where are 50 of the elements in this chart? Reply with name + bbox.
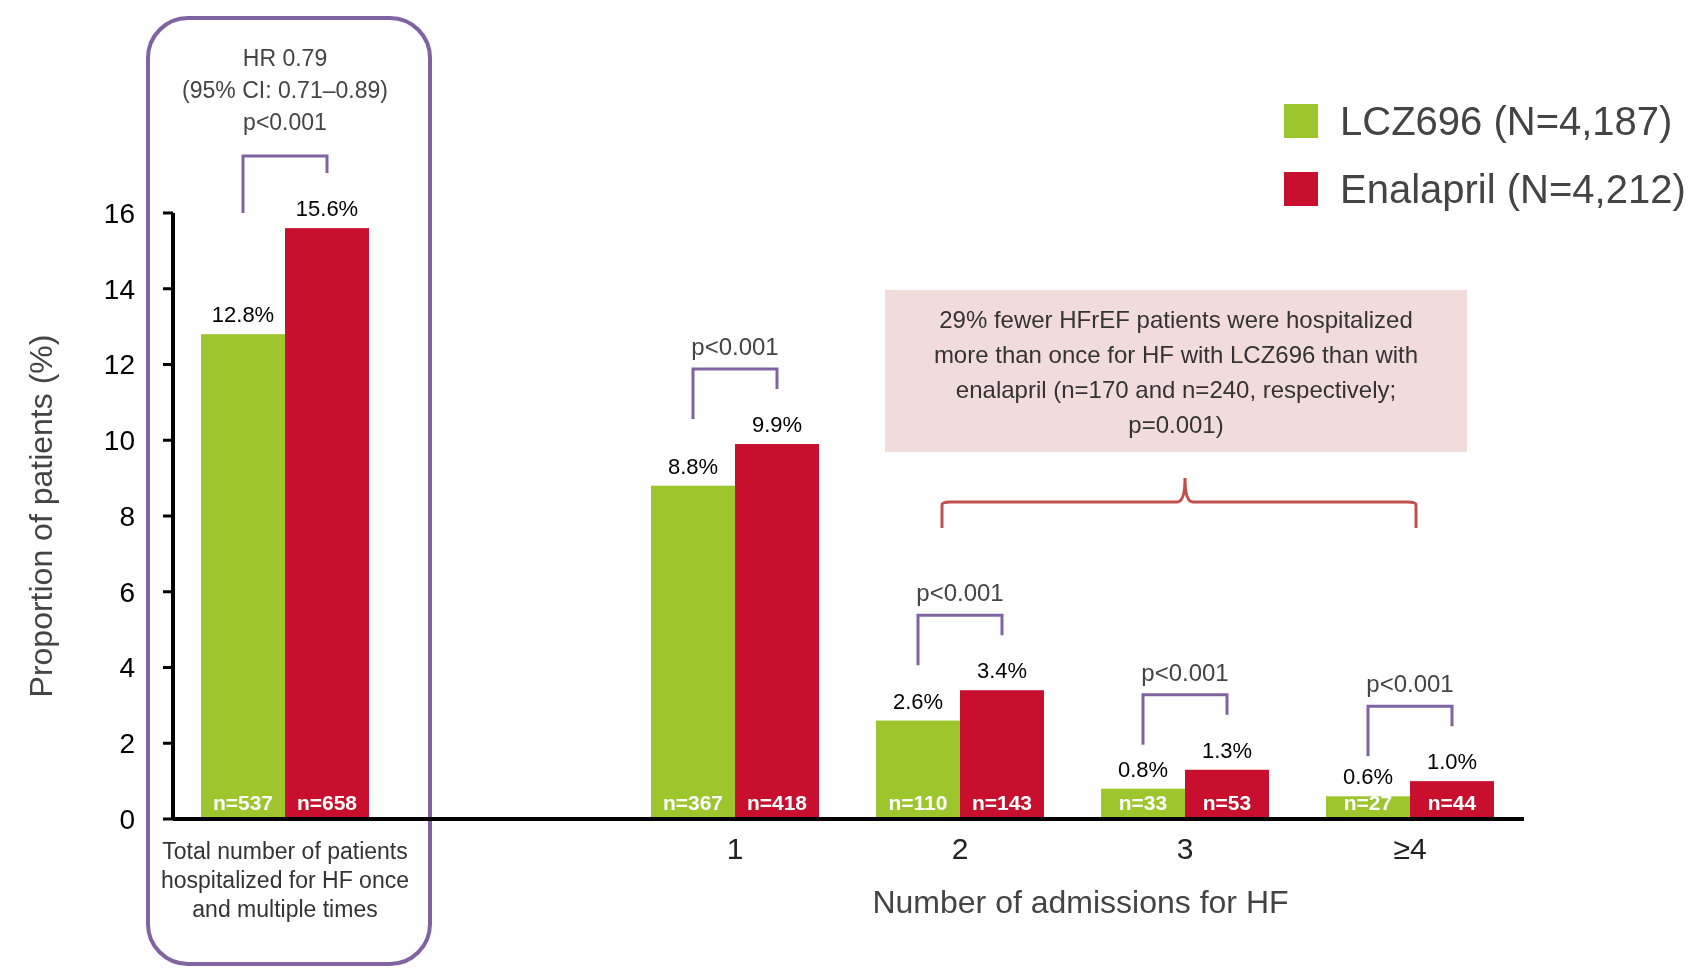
annotation: n=537 — [212, 791, 274, 814]
data-label: 15.6% — [295, 196, 359, 222]
bar — [285, 228, 369, 819]
annotation: n=143 — [971, 791, 1033, 814]
bar — [651, 485, 735, 819]
y-tick-label: 12 — [103, 349, 135, 381]
bar — [876, 720, 960, 819]
data-label: 1.3% — [1201, 737, 1253, 763]
x-axis-title: Number of admissions for HF — [872, 884, 1289, 920]
data-label: 8.8% — [667, 453, 719, 479]
text: HR 0.79 (95% CI: 0.71–0.89) p<0.001 — [182, 45, 388, 135]
data-label: 0.6% — [1342, 764, 1394, 790]
y-tick-label: 10 — [103, 425, 135, 457]
x-tick-label: 2 — [951, 832, 969, 865]
annotation: n=110 — [888, 791, 948, 814]
annotation: n=53 — [1202, 791, 1252, 814]
y-axis-title: Proportion of patients (%) — [23, 334, 59, 698]
y-tick-label: 4 — [119, 652, 135, 684]
data-label: 1.0% — [1426, 749, 1478, 775]
data-label: 3.4% — [976, 658, 1028, 684]
annotation: p<0.001 — [1366, 670, 1454, 698]
annotation: n=418 — [746, 791, 808, 814]
y-tick-label: 14 — [103, 273, 135, 305]
x-tick-label: 1 — [726, 832, 744, 865]
annotation: n=33 — [1118, 791, 1168, 814]
annotation: n=658 — [296, 791, 358, 814]
bar — [735, 444, 819, 819]
legend-label: LCZ696 (N=4,187) — [1340, 99, 1673, 143]
y-tick-label: 8 — [119, 500, 135, 532]
y-tick-label: 2 — [119, 728, 135, 760]
y-tick-label: 16 — [103, 197, 135, 229]
data-label: 2.6% — [892, 688, 944, 714]
x-tick-label: Total number of patients hospitalized for HF once and multiple times — [160, 838, 410, 922]
x-tick-label: ≥4 — [1393, 832, 1427, 865]
x-tick-label: 3 — [1176, 832, 1194, 865]
bar — [960, 690, 1044, 819]
y-tick-label: 6 — [119, 576, 135, 608]
annotation: p<0.001 — [691, 333, 779, 361]
legend-label: Enalapril (N=4,212) — [1340, 167, 1686, 211]
data-label: 9.9% — [751, 412, 803, 438]
annotation: n=367 — [662, 791, 724, 814]
annotation: p<0.001 — [1141, 658, 1229, 686]
annotation: 29% fewer HFrEF patients were hospitalized more than once for HF with LCZ696 than with enalapril (n=170 and n=240, respectively; p=0.001) — [933, 306, 1419, 438]
data-label: 0.8% — [1117, 756, 1169, 782]
bar — [201, 334, 285, 819]
annotation: n=44 — [1427, 791, 1477, 814]
data-label: 12.8% — [211, 302, 275, 328]
annotation: n=27 — [1343, 791, 1393, 814]
y-tick-label: 0 — [119, 803, 135, 835]
annotation: p<0.001 — [916, 579, 1004, 607]
